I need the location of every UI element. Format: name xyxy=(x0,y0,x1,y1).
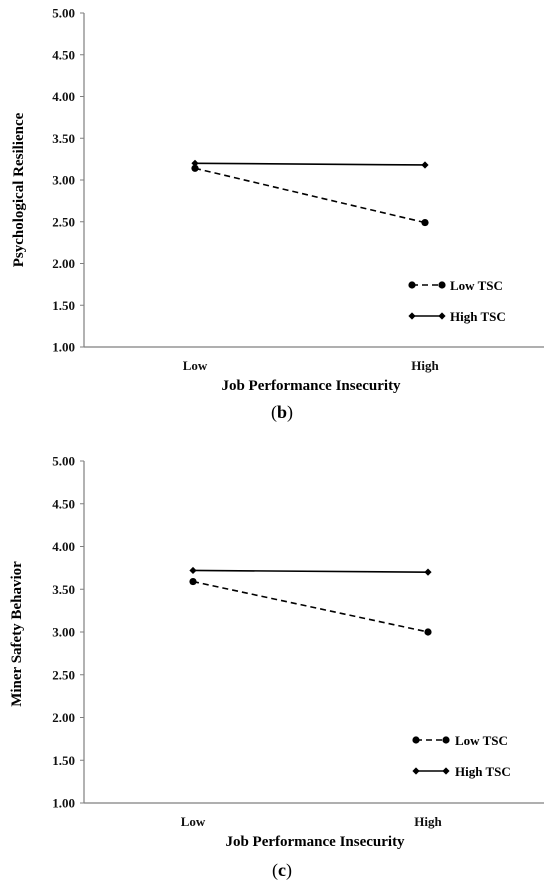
y-axis-title: Psychological Resilience xyxy=(11,112,27,267)
y-tick-label: 5.00 xyxy=(52,454,75,469)
y-tick-label: 4.00 xyxy=(52,539,75,554)
data-point-low-tsc xyxy=(424,628,432,636)
legend-marker-high-tsc xyxy=(412,767,420,775)
y-axis-title: Miner Safety Behavior xyxy=(9,561,25,707)
data-point-high-tsc xyxy=(189,566,197,575)
legend-marker-low-tsc xyxy=(412,736,420,744)
panel-caption: (c) xyxy=(272,860,292,881)
y-tick-label: 1.00 xyxy=(52,796,75,811)
y-tick-label: 2.50 xyxy=(52,214,75,229)
chart-panel-b: Psychological Resilience Job Performance… xyxy=(11,6,544,423)
chart-panel-c: Miner Safety Behavior Job Performance In… xyxy=(9,454,544,881)
data-point-low-tsc xyxy=(421,218,429,227)
legend-marker-low-tsc xyxy=(408,281,416,289)
y-tick-label: 1.00 xyxy=(52,340,75,355)
x-axis-title: Job Performance Insecurity xyxy=(221,378,401,394)
x-tick-label: Low xyxy=(181,814,206,829)
data-point-high-tsc xyxy=(191,159,199,167)
legend-marker-high-tsc xyxy=(442,767,450,775)
series-line-high-tsc xyxy=(194,162,426,166)
y-tick-label: 3.50 xyxy=(52,582,75,597)
panel-caption: (b) xyxy=(271,402,293,423)
y-tick-label: 1.50 xyxy=(52,298,75,313)
x-axis-title: Job Performance Insecurity xyxy=(225,834,405,850)
data-point-high-tsc xyxy=(421,161,429,169)
data-point-low-tsc xyxy=(191,164,199,172)
y-tick-label: 4.00 xyxy=(52,89,75,104)
legend-marker-low-tsc xyxy=(438,281,446,289)
y-tick-label: 3.50 xyxy=(52,131,75,146)
y-tick-label: 4.50 xyxy=(52,47,75,62)
y-tick-label: 3.00 xyxy=(52,625,75,640)
data-point-low-tsc xyxy=(189,577,197,586)
legend-label-high-tsc: High TSC xyxy=(455,764,511,779)
y-tick-label: 4.50 xyxy=(52,496,75,511)
x-tick-label: Low xyxy=(183,358,208,373)
data-point-high-tsc xyxy=(424,568,432,576)
y-tick-label: 3.00 xyxy=(52,173,75,188)
x-tick-label: High xyxy=(411,358,439,373)
legend-label-high-tsc: High TSC xyxy=(450,309,506,324)
y-tick-label: 2.00 xyxy=(52,710,75,725)
y-tick-label: 5.00 xyxy=(52,6,75,21)
legend-label-low-tsc: Low TSC xyxy=(450,278,503,293)
legend-marker-high-tsc xyxy=(438,312,446,320)
series-line-high-tsc xyxy=(192,569,429,573)
series-line-low-tsc xyxy=(194,167,426,224)
x-tick-label: High xyxy=(414,814,442,829)
legend-label-low-tsc: Low TSC xyxy=(455,733,508,748)
y-tick-label: 1.50 xyxy=(52,753,75,768)
panel-label: b xyxy=(277,402,287,422)
y-tick-label: 2.50 xyxy=(52,667,75,682)
series-line-low-tsc xyxy=(192,580,429,633)
legend-marker-low-tsc xyxy=(442,736,450,744)
legend-marker-high-tsc xyxy=(408,312,416,320)
panel-label: c xyxy=(278,860,286,880)
y-tick-label: 2.00 xyxy=(52,256,75,271)
